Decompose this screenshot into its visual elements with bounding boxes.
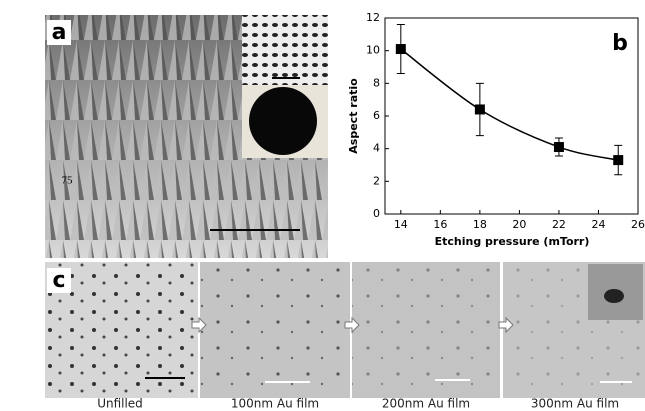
- caption: 300nm Au film: [531, 397, 619, 411]
- caption: Unfilled: [97, 397, 143, 411]
- inset-hole: [604, 289, 624, 303]
- figure: a 75 8 0 c Unfilled 100nm Au film 200nm A…: [0, 0, 645, 411]
- caption: 100nm Au film: [231, 397, 319, 411]
- x-tick-label: 18: [473, 218, 487, 231]
- y-tick-label: 10: [366, 44, 380, 57]
- marker: [613, 155, 623, 165]
- y-tick-label: 12: [366, 11, 380, 24]
- y-tick-label: 0: [373, 207, 380, 220]
- sem-texture: [352, 262, 500, 398]
- y-tick-label: 8: [373, 76, 380, 89]
- y-tick-label: 6: [373, 109, 380, 122]
- x-axis-label: Etching pressure (mTorr): [435, 235, 590, 248]
- plot-frame: [385, 18, 638, 214]
- panel-c: c Unfilled 100nm Au film 200nm Au film 3…: [45, 262, 645, 411]
- panel-label: a: [52, 20, 67, 45]
- x-tick-label: 26: [631, 218, 645, 231]
- y-tick-label: 4: [373, 142, 380, 155]
- inset-top-view: [242, 15, 328, 85]
- fit-line: [401, 49, 618, 160]
- y-tick-label: 2: [373, 174, 380, 187]
- marker: [396, 44, 406, 54]
- panel-label: c: [52, 268, 65, 293]
- x-tick-label: 20: [512, 218, 526, 231]
- panel-a: a: [45, 15, 328, 258]
- marker: [554, 142, 564, 152]
- chart: Aspect ratio Etching pressure (mTorr) b …: [347, 11, 645, 248]
- x-tick-label: 24: [591, 218, 605, 231]
- x-tick-label: 22: [552, 218, 566, 231]
- x-tick-label: 14: [394, 218, 408, 231]
- sem-image: [200, 262, 350, 398]
- line-number: 75: [62, 175, 74, 187]
- black-wafer: [249, 87, 317, 155]
- x-tick-label: 16: [433, 218, 447, 231]
- y-axis-label: Aspect ratio: [347, 78, 360, 154]
- caption: 200nm Au film: [382, 397, 470, 411]
- marker: [475, 104, 485, 114]
- panel-label: b: [612, 31, 628, 56]
